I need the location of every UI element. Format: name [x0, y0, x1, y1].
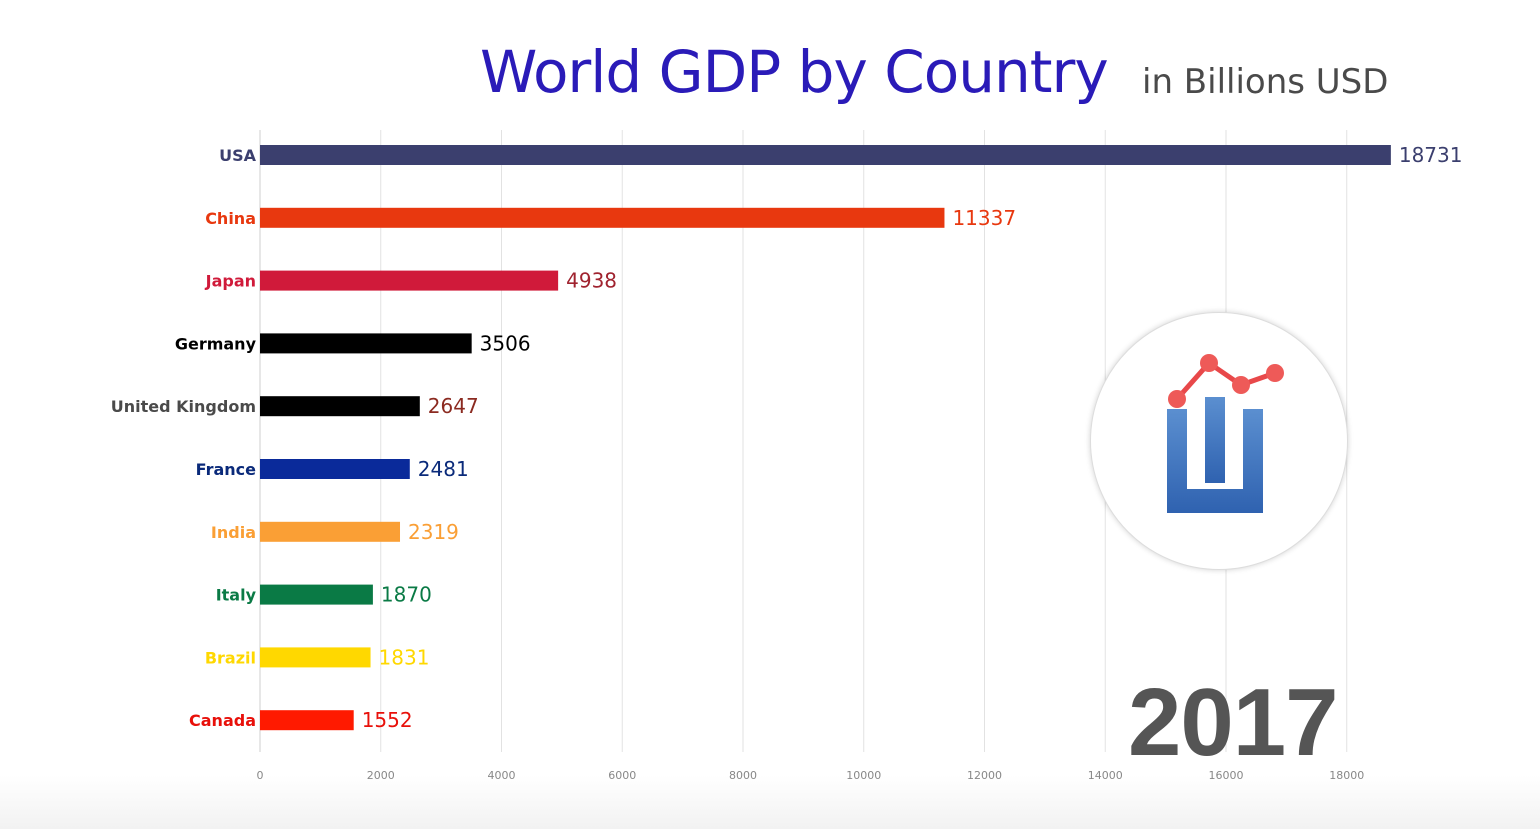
value-label: 2481 — [418, 457, 469, 481]
x-tick-label: 8000 — [729, 769, 757, 782]
category-label: United Kingdom — [111, 397, 256, 416]
value-label: 1870 — [381, 583, 432, 607]
bar-japan — [260, 270, 559, 291]
chart-title: World GDP by Country — [480, 38, 1109, 106]
chart-logo-icon — [1167, 354, 1284, 513]
category-label: Japan — [205, 272, 256, 291]
bar-canada — [260, 710, 354, 731]
logo-badge — [1090, 312, 1348, 570]
bar-italy — [260, 584, 373, 605]
bar-united-kingdom — [260, 396, 420, 417]
category-label: USA — [219, 146, 257, 165]
value-label: 2319 — [408, 520, 459, 544]
x-tick-label: 0 — [257, 769, 264, 782]
x-tick-label: 4000 — [487, 769, 515, 782]
x-tick-label: 18000 — [1329, 769, 1364, 782]
value-label: 4938 — [566, 269, 617, 293]
category-label: Canada — [189, 711, 256, 730]
bar-france — [260, 459, 410, 479]
category-label: India — [211, 523, 256, 542]
value-label: 3506 — [480, 331, 531, 355]
x-tick-label: 2000 — [367, 769, 395, 782]
bar-china — [260, 207, 945, 228]
value-label: 2647 — [428, 394, 479, 418]
category-label: France — [196, 460, 256, 479]
bar-germany — [260, 333, 472, 354]
category-label: Brazil — [205, 648, 256, 667]
x-tick-label: 14000 — [1088, 769, 1123, 782]
value-label: 11337 — [952, 206, 1016, 230]
category-label: Italy — [216, 586, 257, 605]
value-label: 1831 — [379, 645, 430, 669]
category-label: Germany — [175, 334, 257, 353]
category-label: China — [205, 209, 256, 228]
bar-india — [260, 521, 401, 542]
x-tick-label: 12000 — [967, 769, 1002, 782]
year-label: 2017 — [1128, 669, 1339, 776]
bar-brazil — [260, 647, 371, 668]
bar-usa — [260, 145, 1391, 165]
value-label: 1552 — [362, 708, 413, 732]
value-label: 18731 — [1399, 143, 1463, 167]
chart-subtitle: in Billions USD — [1142, 62, 1389, 102]
x-tick-label: 10000 — [846, 769, 881, 782]
x-tick-label: 6000 — [608, 769, 636, 782]
x-tick-label: 16000 — [1208, 769, 1243, 782]
